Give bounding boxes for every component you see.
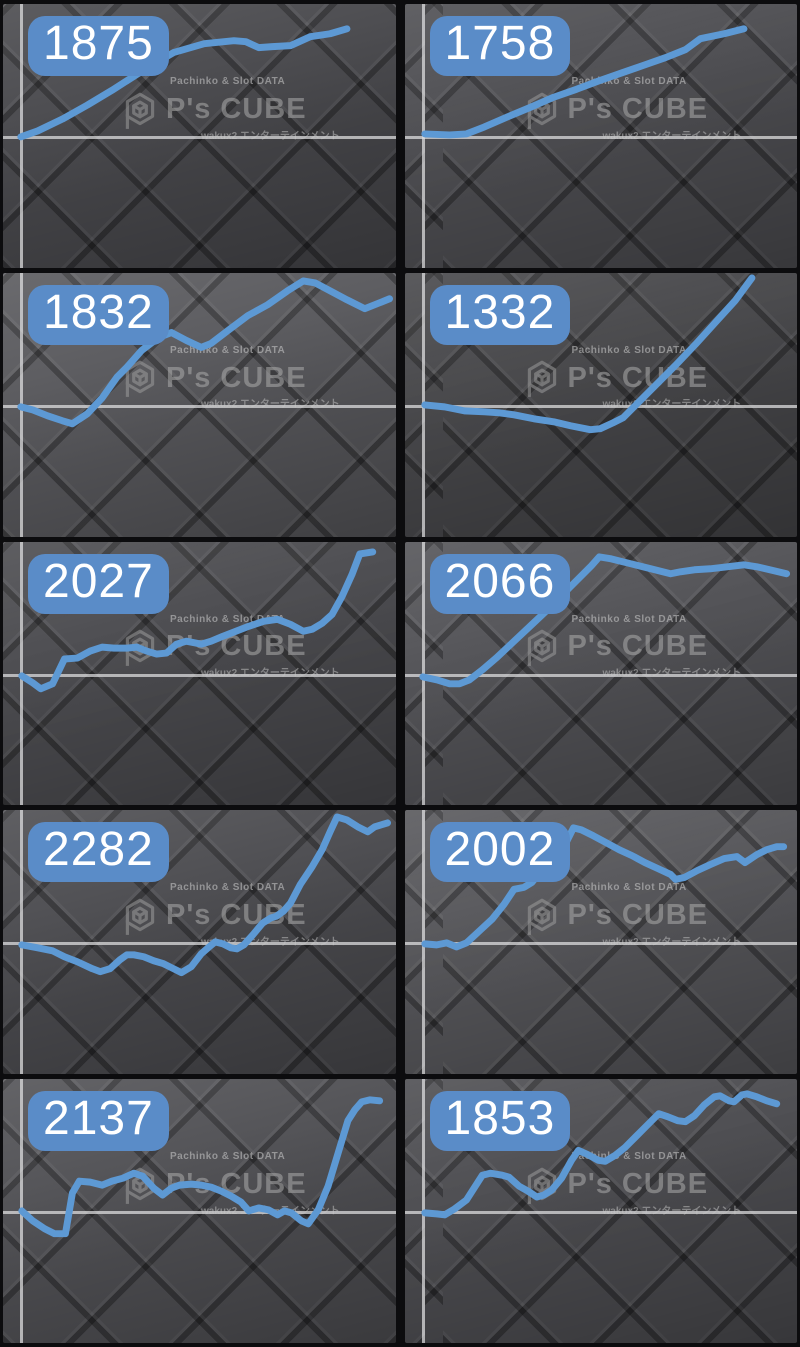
zero-baseline xyxy=(3,404,396,408)
payout-value: 2282 xyxy=(43,823,154,877)
graph-tile[interactable]: Pachinko & Slot DATA P's CUBE wakux2 エンタ… xyxy=(3,1079,396,1343)
graph-tile[interactable]: Pachinko & Slot DATA P's CUBE wakux2 エンタ… xyxy=(404,272,797,537)
slump-graph xyxy=(420,25,747,139)
graph-tile[interactable]: Pachinko & Slot DATA P's CUBE wakux2 エンタ… xyxy=(404,4,797,268)
slump-graph xyxy=(420,1090,780,1219)
payout-value: 1853 xyxy=(444,1092,556,1146)
zero-baseline xyxy=(3,136,396,139)
slump-line xyxy=(420,824,787,951)
graph-tile[interactable]: Pachinko & Slot DATA P's CUBE wakux2 エンタ… xyxy=(404,810,797,1075)
zero-baseline xyxy=(404,1211,797,1215)
payout-badge: 1853 xyxy=(429,1091,571,1152)
slump-graph xyxy=(17,25,351,141)
zero-baseline xyxy=(404,673,797,677)
slump-line xyxy=(17,25,351,141)
slump-graph xyxy=(18,548,377,692)
payout-badge: 1832 xyxy=(28,284,169,345)
zero-baseline xyxy=(3,673,396,677)
payout-badge: 1875 xyxy=(28,16,169,76)
slump-line xyxy=(18,1096,384,1238)
slump-line xyxy=(420,25,747,139)
payout-badge: 2027 xyxy=(28,553,169,614)
graph-tile[interactable]: Pachinko & Slot DATA P's CUBE wakux2 エンタ… xyxy=(404,1079,797,1343)
payout-value: 1332 xyxy=(444,285,556,339)
payout-value: 2027 xyxy=(43,554,154,608)
payout-value: 2137 xyxy=(43,1092,154,1146)
slump-line xyxy=(418,552,790,687)
payout-value: 1758 xyxy=(444,17,556,70)
zero-baseline xyxy=(404,942,797,946)
payout-badge: 2002 xyxy=(429,822,571,883)
slump-graph xyxy=(17,277,394,428)
slump-graph xyxy=(420,824,787,951)
graph-tile[interactable]: Pachinko & Slot DATA P's CUBE wakux2 エンタ… xyxy=(3,272,396,537)
zero-baseline xyxy=(404,404,797,408)
slump-line xyxy=(18,813,392,977)
slump-graph xyxy=(420,274,755,433)
zero-baseline xyxy=(3,1211,396,1215)
payout-badge: 2137 xyxy=(28,1091,169,1152)
slump-graph xyxy=(418,552,790,687)
slump-line xyxy=(17,277,394,428)
payout-badge: 2282 xyxy=(28,822,169,883)
payout-value: 2066 xyxy=(444,554,556,608)
payout-value: 2002 xyxy=(444,823,556,877)
payout-value: 1832 xyxy=(43,285,154,339)
graph-tile[interactable]: Pachinko & Slot DATA P's CUBE wakux2 エンタ… xyxy=(3,541,396,806)
graph-tile[interactable]: Pachinko & Slot DATA P's CUBE wakux2 エンタ… xyxy=(3,810,396,1075)
slump-line xyxy=(18,548,377,692)
slump-graph xyxy=(18,1096,384,1238)
slump-line xyxy=(420,274,755,433)
payout-badge: 1332 xyxy=(429,284,571,345)
zero-baseline xyxy=(3,942,396,946)
zero-baseline xyxy=(404,136,797,139)
payout-badge: 1758 xyxy=(429,16,571,76)
graph-tile[interactable]: Pachinko & Slot DATA P's CUBE wakux2 エンタ… xyxy=(3,4,396,268)
payout-badge: 2066 xyxy=(429,553,571,614)
slump-graph xyxy=(18,813,392,977)
graph-tile[interactable]: Pachinko & Slot DATA P's CUBE wakux2 エンタ… xyxy=(404,541,797,806)
slump-line xyxy=(420,1090,780,1219)
payout-value: 1875 xyxy=(43,17,154,70)
